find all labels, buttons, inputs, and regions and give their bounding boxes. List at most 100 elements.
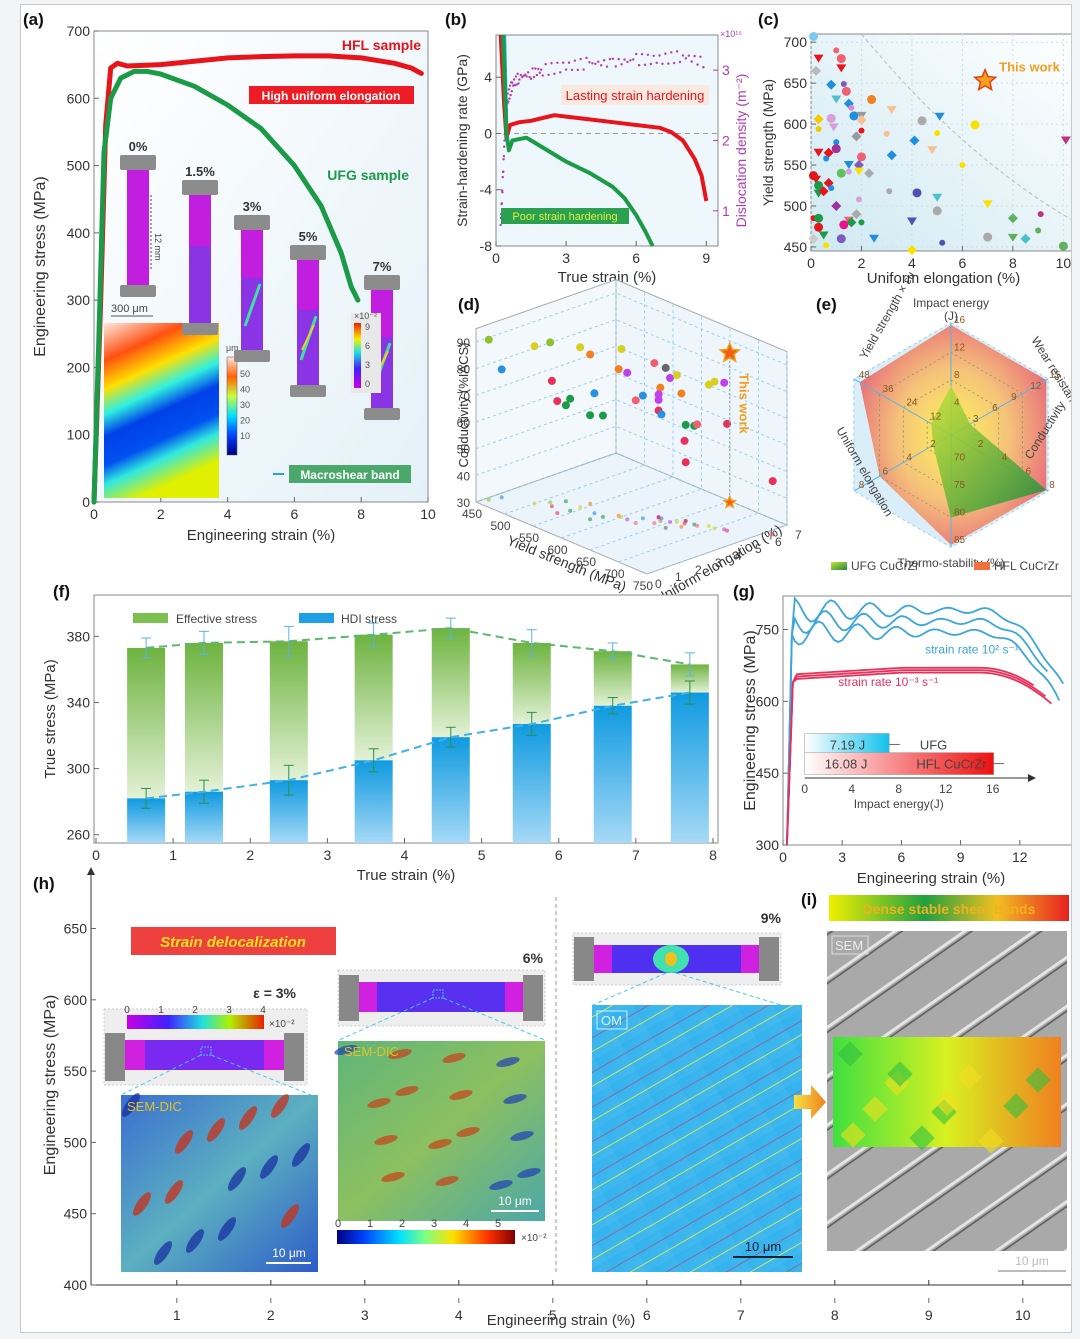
scale-bar-label: 300 μm [111,303,148,315]
x-tick-label: 550 [519,531,539,545]
strain-label: 7% [373,259,392,274]
chart-a: 0 2 4 6 8 100100200300400500600700Engineering… [67,23,436,544]
floor-shadow [706,524,711,528]
data-point [848,104,855,111]
legend-swatch-ufg [831,562,847,570]
radar-tick: 85 [954,535,966,546]
this-work-star-shadow [722,494,738,509]
y-tick-label: 700 [784,34,808,50]
legend-label-hfl: HFL CuCrZr [994,559,1059,573]
data-point [959,162,966,169]
dislocation-point [516,72,519,76]
annotation-strain-delocalization: Strain delocalization [160,934,306,951]
specimen-grip [105,1033,125,1081]
data-point [851,131,862,142]
dislocation-point [626,60,629,64]
data-point [883,130,890,137]
dislocation-point [537,67,540,71]
series-line-hfl [91,53,424,505]
y-tick-label: 550 [64,1063,88,1079]
dic-feature [395,1086,419,1096]
radar-tick: 6 [992,403,998,414]
inset-x-label: Impact energy(J) [854,797,944,811]
x-tick-label: 2 [267,1307,275,1323]
scale-bar-label: 10 μm [1015,1254,1049,1268]
dislocation-point [570,68,574,72]
data-point [530,342,539,351]
bar-effective-stress [127,647,166,799]
dislocation-point [526,71,530,74]
data-point [815,125,822,132]
data-point [811,65,822,76]
y-tick-label: 450 [756,765,780,781]
dislocation-point [594,62,597,65]
colorbar-tick: 1 [367,1218,373,1230]
x-tick-label: 3 [562,250,570,266]
colorbar-tick: 0 [124,1005,130,1016]
scale-bar-label: 10 μm [272,1246,306,1260]
tensile-specimen: 0% [120,139,156,297]
data-point [839,220,849,230]
dislocation-point [635,52,638,56]
x-tick-label: 0 [492,250,500,266]
radar-tick: 4 [1002,453,1008,464]
legend-swatch-hfl [974,562,990,570]
y-axis-arrow [87,867,95,875]
y2-tick-label: 1 [722,203,730,219]
x-tick-label: 8 [357,506,365,522]
dislocation-point [684,57,688,60]
y2-tick-label: 3 [722,62,730,78]
radar-tick: 8 [859,480,865,491]
x-tick-label: 6 [291,506,299,522]
radar-tick: 2 [930,439,936,450]
colorbar-unit: μm [226,343,239,353]
series-line-low-rate [786,666,1035,846]
y-tick-label: 4 [484,69,492,85]
floor-shadow [616,513,621,518]
tensile-specimen: 5% [290,229,326,397]
data-point [849,111,859,121]
z-tick-label: 70 [457,389,471,403]
y-axis-label: Yield strength (MPa) [760,79,776,206]
data-point [1007,213,1018,224]
y-axis-label: Engineering stress (MPa) [32,176,49,357]
x-tick-label: 9 [957,849,965,865]
grid-line [646,351,788,575]
radar-tick: 6 [883,466,889,477]
data-point [657,410,666,419]
data-point [828,184,835,191]
dic-feature [367,1098,391,1108]
specimen-grip [523,975,543,1021]
dic-feature [164,1180,184,1204]
tensile-specimen: 3% [234,199,270,362]
radar-tick: 8 [1049,480,1055,491]
dic-feature [132,1192,152,1216]
colorbar-multiplier: ×10⁻² [354,311,377,321]
x-tick-label: 0 [92,847,100,863]
specimen-grip-top [182,180,218,195]
bar-hdi-stress [354,760,393,843]
specimen-gauge-upper [189,195,211,247]
dislocation-point [681,54,685,57]
dislocation-point [690,60,693,63]
colorbar-tick: 3 [431,1218,437,1230]
z-tick-label: 60 [457,416,471,430]
data-point [561,401,570,410]
data-point [661,363,670,372]
dic-feature [456,1127,480,1137]
dic-feature [153,1241,173,1265]
scale-bar-label: 10 μm [498,1194,532,1208]
sem-dic-label: SEM-DIC [127,1099,182,1114]
annotation-box [829,895,1069,921]
specimen-end [505,982,523,1012]
y-tick-label: 0 [484,125,492,141]
series-line-low-rate [786,671,1052,846]
strain-label: 0% [129,139,148,154]
dislocation-point [531,67,534,70]
inset-height-map [104,323,219,498]
data-point [638,391,647,400]
data-point [982,200,993,209]
x-tick-label: 7 [632,847,640,863]
dic-feature [185,1229,205,1253]
colorbar-multiplier: ×10⁻² [521,1233,547,1244]
